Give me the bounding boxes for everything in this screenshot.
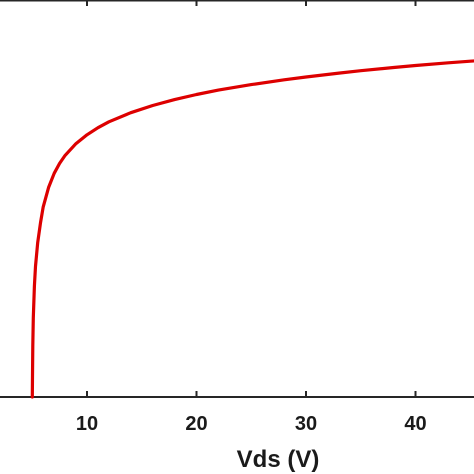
x-tick-labels: 10 20 30 40 bbox=[76, 413, 427, 435]
x-tick-label: 10 bbox=[76, 413, 98, 435]
x-tick-label: 40 bbox=[404, 413, 426, 435]
x-tick-label: 30 bbox=[295, 413, 317, 435]
x-axis-title: Vds (V) bbox=[237, 446, 320, 473]
top-ticks bbox=[86, 0, 417, 6]
x-tick-label: 20 bbox=[185, 413, 207, 435]
series-line bbox=[30, 59, 474, 399]
plot-area: 10 20 30 40 bbox=[0, 0, 474, 435]
bottom-ticks bbox=[86, 391, 417, 397]
